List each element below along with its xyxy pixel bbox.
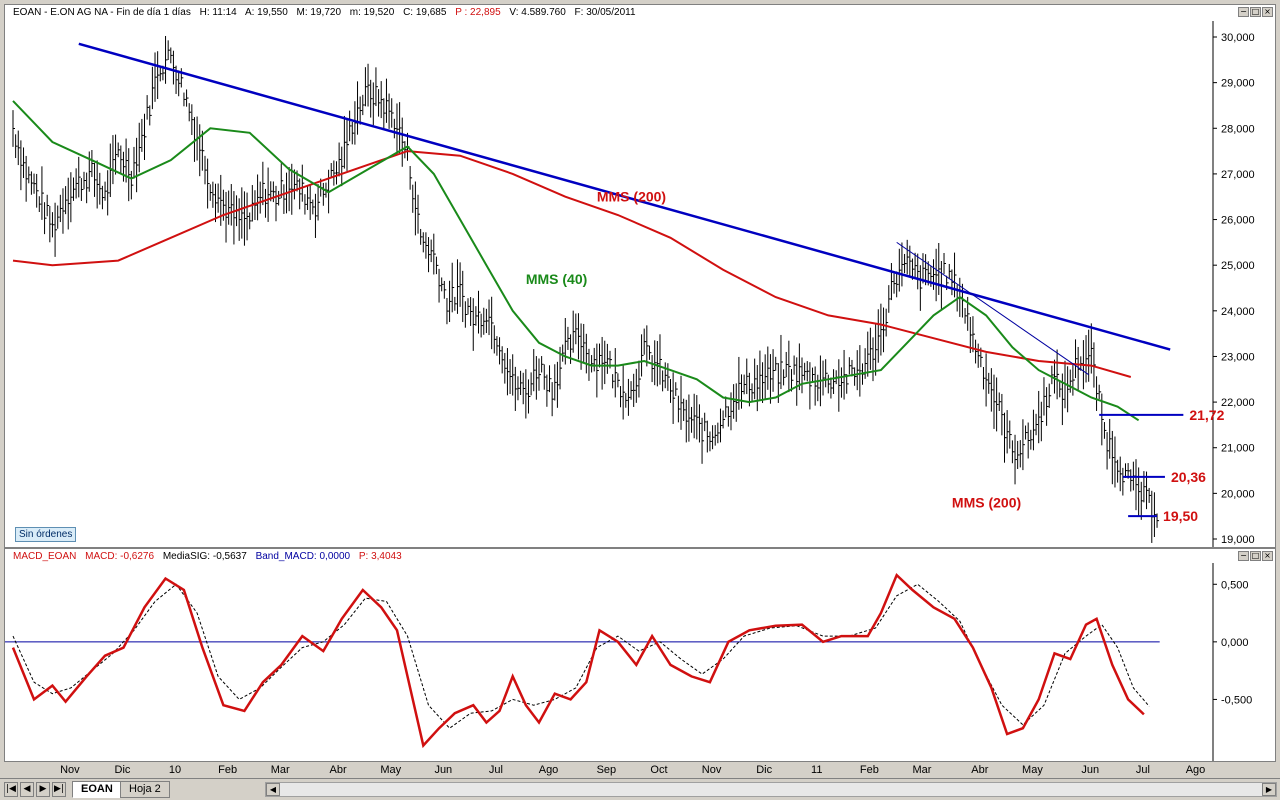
mms40-line <box>12 100 1140 422</box>
price-y-tick-label: 21,000 <box>1221 443 1255 455</box>
time-axis-label: Jun <box>434 764 453 776</box>
price-y-tick-label: 27,000 <box>1221 169 1255 181</box>
last-sheet-icon[interactable]: ▶| <box>52 782 66 797</box>
prev-sheet-icon[interactable]: ◀ <box>20 782 34 797</box>
time-axis-label: May <box>1022 764 1043 776</box>
first-sheet-icon[interactable]: |◀ <box>4 782 18 797</box>
price-y-tick-label: 22,000 <box>1221 397 1255 409</box>
macd-name-label: MACD_EOAN <box>13 551 77 562</box>
macd-chart-header: MACD_EOAN MACD: -0,6276 MediaSIG: -0,563… <box>5 549 1205 564</box>
price-bars <box>12 35 1160 543</box>
time-axis-label: Abr <box>329 764 347 776</box>
indicator-annotation: MMS (40) <box>526 271 587 287</box>
low-value: m: 19,520 <box>349 7 395 18</box>
macd-y-tick-label: 0,000 <box>1221 637 1249 649</box>
support-level-label: 19,50 <box>1163 508 1198 524</box>
scroll-left-icon[interactable]: ◀ <box>266 783 280 796</box>
price-y-tick-label: 29,000 <box>1221 78 1255 90</box>
date-value: F: 30/05/2011 <box>574 7 636 18</box>
sin-ordenes-badge[interactable]: Sin órdenes <box>15 527 77 542</box>
close-value: C: 19,685 <box>403 7 447 18</box>
secondary-trendline <box>896 241 1089 376</box>
signal-value: MediaSIG: -0,5637 <box>162 551 247 562</box>
time-axis: Nov Dic 10 Feb Mar Abr May Jun Jul Ago Sep Oct Nov Di… <box>0 762 1280 778</box>
main-trendline <box>78 42 1171 351</box>
time-value: H: 11:14 <box>199 7 237 18</box>
price-chart-header: EOAN - E.ON AG NA - Fin de día 1 días H:… <box>5 5 1205 20</box>
time-axis-label: Nov <box>701 764 722 776</box>
support-level-label: 21,72 <box>1189 407 1224 423</box>
macd-y-tick-label: -0,500 <box>1221 694 1252 706</box>
price-y-tick-label: 24,000 <box>1221 306 1255 318</box>
time-axis-label: Ago <box>538 764 559 776</box>
time-axis-label: 10 <box>168 764 182 776</box>
high-value: M: 19,720 <box>296 7 342 18</box>
macd-signal-line <box>12 583 1150 729</box>
indicator-annotation: MMS (200) <box>597 189 666 205</box>
price-chart-svg[interactable]: 30,000 29,000 28,000 27,000 26,000 25,000 24,0… <box>5 5 1275 547</box>
time-axis-label: Ago <box>1185 764 1206 776</box>
macd-chart-pane[interactable]: MACD_EOAN MACD: -0,6276 MediaSIG: -0,563… <box>4 548 1276 762</box>
time-axis-label: Feb <box>218 764 238 776</box>
macd-chart-svg[interactable]: 0,500 0,000 -0,500 <box>5 549 1275 761</box>
macd-pointer-value: P: 3,4043 <box>358 551 402 562</box>
price-y-tick-label: 20,000 <box>1221 488 1255 500</box>
band-value: Band_MACD: 0,0000 <box>255 551 351 562</box>
sheet-bar: |◀ ◀ ▶ ▶| EOAN Hoja 2 ◀ ▶ <box>0 778 1280 800</box>
time-axis-label: Mar <box>912 764 932 776</box>
open-value: A: 19,550 <box>244 7 288 18</box>
price-chart-pane[interactable]: EOAN - E.ON AG NA - Fin de día 1 días H:… <box>4 4 1276 548</box>
tab-hoja-2[interactable]: Hoja 2 <box>120 781 170 798</box>
time-axis-label: 11 <box>811 764 823 776</box>
support-level-label: 20,36 <box>1171 469 1206 485</box>
macd-y-tick-label: 0,500 <box>1221 579 1249 591</box>
macd-value: MACD: -0,6276 <box>85 551 155 562</box>
maximize-icon[interactable]: □ <box>1250 551 1261 561</box>
mms200-line <box>12 150 1132 378</box>
time-axis-label: Feb <box>859 764 879 776</box>
price-y-tick-label: 25,000 <box>1221 260 1255 272</box>
price-y-tick-label: 28,000 <box>1221 123 1255 135</box>
minimize-icon[interactable]: − <box>1238 7 1249 17</box>
time-axis-label: Mar <box>270 764 290 776</box>
instrument-label: EOAN - E.ON AG NA - Fin de día 1 días <box>13 7 191 18</box>
volume-value: V: 4.589.760 <box>509 7 566 18</box>
macd-line <box>11 572 1145 749</box>
horizontal-scrollbar[interactable]: ◀ ▶ <box>265 782 1277 797</box>
time-axis-label: Abr <box>971 764 989 776</box>
close-icon[interactable]: × <box>1262 551 1273 561</box>
time-axis-label: Oct <box>650 764 668 776</box>
price-y-tick-label: 19,000 <box>1221 534 1255 546</box>
close-icon[interactable]: × <box>1262 7 1273 17</box>
time-axis-label: Jul <box>1135 764 1150 776</box>
scroll-right-icon[interactable]: ▶ <box>1262 783 1276 796</box>
time-axis-label: Dic <box>114 764 131 776</box>
macd-pane-window-buttons: − □ × <box>1238 551 1273 561</box>
time-axis-label: Sep <box>596 764 617 776</box>
pointer-value: P : 22,895 <box>455 7 501 18</box>
indicator-annotation: MMS (200) <box>952 494 1021 510</box>
price-pane-window-buttons: − □ × <box>1238 7 1273 17</box>
maximize-icon[interactable]: □ <box>1250 7 1261 17</box>
minimize-icon[interactable]: − <box>1238 551 1249 561</box>
price-y-tick-label: 30,000 <box>1221 32 1255 44</box>
time-axis-label: Nov <box>60 764 80 776</box>
time-axis-label: Dic <box>756 764 773 776</box>
time-axis-label: Jun <box>1081 764 1100 776</box>
time-axis-label: May <box>380 764 402 776</box>
price-y-tick-label: 26,000 <box>1221 215 1255 227</box>
price-y-tick-label: 23,000 <box>1221 351 1255 363</box>
next-sheet-icon[interactable]: ▶ <box>36 782 50 797</box>
tab-eoan[interactable]: EOAN <box>72 781 122 798</box>
time-axis-label: Jul <box>488 764 503 776</box>
